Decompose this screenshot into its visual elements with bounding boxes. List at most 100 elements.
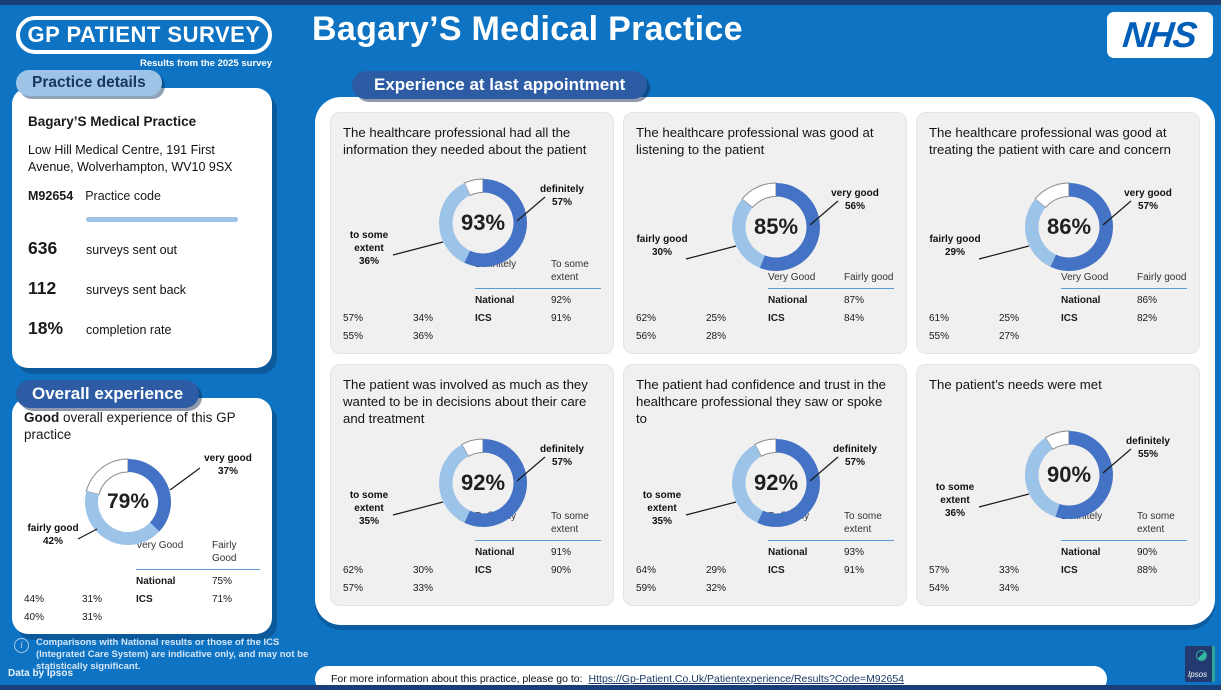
row-col1-value: 44%: [24, 594, 45, 605]
column-header: Fairly good: [1137, 271, 1187, 283]
row-total: 93%: [844, 547, 865, 558]
chart-card-involved-in-decisions: The patient was involved as much as they…: [330, 364, 614, 606]
callout-to-some-extent: to some extent 36%: [349, 229, 389, 267]
column-header: Very Good: [1061, 271, 1109, 283]
leader-line-right: [516, 196, 546, 222]
callout-to-some-extent: to some extent 35%: [642, 490, 682, 528]
question-title: The patient was involved as much as they…: [343, 377, 588, 427]
row-total: 82%: [1137, 313, 1158, 324]
leader-line-left: [392, 501, 444, 517]
leader-line-left: [685, 501, 737, 517]
donut-zone: very good 57% fairly good 29% 86%: [929, 171, 1187, 272]
row-label: ICS: [1061, 565, 1078, 576]
row-label: National: [768, 295, 808, 306]
header-underline: [136, 569, 260, 570]
callout-very-good: very good 37%: [204, 452, 252, 477]
question-title: The healthcare professional was good at …: [636, 125, 874, 158]
row-col2-value: 28%: [706, 331, 727, 342]
row-col1-value: 62%: [636, 313, 657, 324]
row-label: National: [475, 547, 515, 558]
gp-patient-survey-logo: GP PATIENT SURVEY: [16, 16, 272, 54]
row-label: National: [768, 547, 808, 558]
row-col1-value: 57%: [343, 583, 364, 594]
info-icon: i: [14, 638, 29, 653]
page-title: Bagary’S Medical Practice: [312, 10, 743, 48]
leader-line-right: [809, 457, 839, 482]
question-title: The patient’s needs were met: [929, 377, 1102, 392]
practice-address: Low Hill Medical Centre, 191 First Avenu…: [28, 143, 233, 174]
row-col2-value: 36%: [413, 331, 434, 342]
stat-completion-rate: 18% completion rate: [28, 317, 172, 338]
callout-fairly-good: fairly good 42%: [27, 522, 79, 547]
column-header: To some extent: [844, 511, 882, 535]
row-label: ICS: [475, 313, 492, 324]
row-label: ICS: [475, 565, 492, 576]
donut-chart: [685, 182, 839, 271]
donut-center-value: 86%: [1046, 213, 1092, 239]
header-underline: [768, 540, 894, 541]
row-col2-value: 29%: [706, 565, 727, 576]
practice-details-section-label: Practice details: [16, 70, 162, 96]
header-underline: [768, 288, 894, 289]
row-label: ICS: [1061, 313, 1078, 324]
row-col2-value: 31%: [82, 612, 103, 623]
row-col2-value: 32%: [706, 583, 727, 594]
leader-line-right: [809, 200, 839, 226]
row-total: 91%: [551, 547, 572, 558]
donut-chart: [978, 182, 1132, 271]
row-col1-value: 55%: [343, 331, 364, 342]
row-total: 71%: [212, 594, 233, 605]
row-col1-value: 57%: [343, 313, 364, 324]
header-underline: [475, 288, 601, 289]
row-total: 90%: [551, 565, 572, 576]
row-total: 92%: [551, 295, 572, 306]
donut-zone: definitely 55% to some extent 36% 90%: [929, 419, 1187, 519]
donut-zone: definitely 57% to some extent 35% 92%: [636, 427, 894, 528]
donut-center-value: 79%: [106, 489, 150, 513]
row-col2-value: 34%: [413, 313, 434, 324]
row-col1-value: 40%: [24, 612, 45, 623]
donut-center-value: 85%: [753, 213, 799, 239]
leader-line-right: [1102, 200, 1132, 226]
donut-center-value: 90%: [1046, 461, 1092, 487]
leader-line-left: [77, 528, 98, 540]
donut-zone: definitely 57% to some extent 36% 93%: [343, 167, 601, 267]
callout-fairly-good: fairly good 29%: [929, 233, 981, 258]
more-info-text: For more information about this practice…: [331, 673, 583, 685]
column-header: To some extent: [551, 259, 589, 283]
column-header: To some extent: [1137, 511, 1175, 535]
overall-experience-section-label: Overall experience: [16, 380, 200, 408]
chart-card-good-listening: The healthcare professional was good at …: [623, 112, 907, 354]
row-label: ICS: [136, 594, 153, 605]
callout-very-good: very good 57%: [1124, 187, 1172, 212]
callout-definitely: definitely 55%: [1126, 435, 1170, 460]
leader-line-right: [169, 467, 201, 491]
gp-logo-text: GP PATIENT SURVEY: [27, 22, 261, 47]
donut-chart: [978, 430, 1132, 519]
overall-comparison-table: Very Good Fairly Good National 75% 44% 31% ICS…: [24, 540, 260, 628]
row-col1-value: 55%: [929, 331, 950, 342]
divider-bar: [86, 216, 238, 222]
donut-center-value: 92%: [460, 470, 506, 496]
leader-line-right: [516, 457, 546, 482]
row-total: 86%: [1137, 295, 1158, 306]
row-col2-value: 25%: [999, 313, 1020, 324]
row-label: National: [475, 295, 515, 306]
practice-code-value: M92654: [28, 188, 74, 203]
experience-section-label: Experience at last appointment: [352, 71, 648, 99]
overall-donut-zone: very good 37% fairly good 42% 79%: [24, 444, 260, 547]
donut-chart: [685, 438, 839, 528]
row-col1-value: 59%: [636, 583, 657, 594]
leader-line-left: [978, 245, 1030, 260]
callout-definitely: definitely 57%: [540, 183, 584, 208]
row-total: 90%: [1137, 547, 1158, 558]
experience-charts-panel: The healthcare professional had all the …: [315, 97, 1215, 625]
donut-zone: very good 56% fairly good 30% 85%: [636, 171, 894, 272]
column-header: Fairly Good: [212, 540, 237, 564]
practice-results-link[interactable]: Https://Gp-Patient.Co.Uk/Patientexperien…: [588, 673, 905, 685]
column-header: Very Good: [768, 271, 816, 283]
callout-definitely: definitely 57%: [833, 444, 877, 469]
ipsos-logo: Ipsos: [1185, 646, 1215, 682]
practice-name: Bagary’S Medical Practice: [28, 114, 197, 129]
row-col1-value: 56%: [636, 331, 657, 342]
